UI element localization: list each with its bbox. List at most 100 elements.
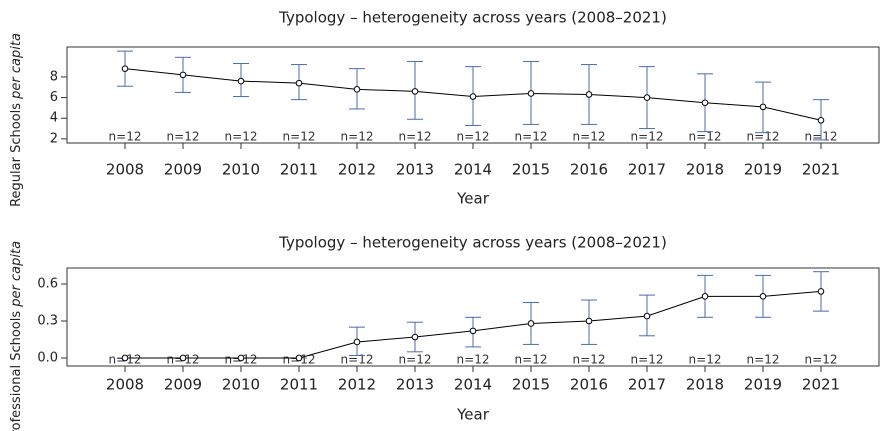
error-bar <box>523 60 539 125</box>
error-bar <box>407 321 423 353</box>
mean-point <box>469 93 477 100</box>
error-bar <box>465 66 481 126</box>
y-tick-label: 8 <box>50 69 58 84</box>
x-tick-label: 2018 <box>686 376 724 394</box>
n-label: n=12 <box>283 130 316 144</box>
error-bar <box>813 99 829 141</box>
x-tick-label: 2012 <box>338 376 376 394</box>
x-tick-label: 2021 <box>802 161 840 179</box>
mean-point <box>469 327 477 335</box>
x-tick-label: 2016 <box>570 161 608 179</box>
error-bar <box>813 271 829 312</box>
mean-point <box>295 79 303 87</box>
mean-point <box>353 338 361 346</box>
mean-point <box>121 65 129 72</box>
x-tick-label: 2021 <box>802 376 840 394</box>
error-bar <box>117 50 133 87</box>
x-axis-label: Year <box>456 190 490 208</box>
n-label: n=12 <box>457 353 490 367</box>
mean-point <box>527 90 535 97</box>
error-bar <box>755 81 771 134</box>
mean-point <box>295 354 303 362</box>
x-tick-label: 2010 <box>222 161 260 179</box>
y-label-main: Regular Schools <box>9 99 24 207</box>
x-tick-label: 2012 <box>338 161 376 179</box>
n-label: n=12 <box>515 353 548 367</box>
n-label: n=12 <box>399 130 432 144</box>
x-tick-label: 2015 <box>512 161 550 179</box>
error-bar <box>639 66 655 130</box>
n-label: n=12 <box>573 353 606 367</box>
mean-point <box>527 320 535 327</box>
mean-point <box>701 99 709 107</box>
error-bar <box>581 299 597 345</box>
x-tick-label: 2016 <box>570 376 608 394</box>
error-bar <box>465 316 481 348</box>
y-tick-label: 4 <box>50 111 58 126</box>
n-label: n=12 <box>689 353 722 367</box>
n-label: n=12 <box>631 353 664 367</box>
x-tick-label: 2008 <box>106 376 144 394</box>
n-label: n=12 <box>631 130 664 144</box>
mean-point <box>411 333 419 341</box>
mean-point <box>759 103 767 111</box>
x-tick-label: 2008 <box>106 161 144 179</box>
mean-point <box>179 71 187 79</box>
error-bar <box>639 294 655 337</box>
x-axis-label: Year <box>456 406 490 424</box>
y-label-main: Professional Schools <box>9 307 24 431</box>
x-tick-label: 2017 <box>628 161 666 179</box>
x-tick-label: 2009 <box>164 161 202 179</box>
x-tick-label: 2011 <box>280 161 318 179</box>
x-tick-label: 2017 <box>628 376 666 394</box>
x-tick-label: 2015 <box>512 376 550 394</box>
mean-point <box>817 116 825 124</box>
error-bar <box>175 56 191 93</box>
n-label: n=12 <box>225 130 258 144</box>
error-bar <box>581 64 597 125</box>
mean-point <box>817 288 825 295</box>
y-tick-label: 6 <box>50 90 58 105</box>
error-bar <box>523 302 539 345</box>
n-label: n=12 <box>341 353 374 367</box>
y-label-italic: per capita <box>9 241 24 308</box>
error-bar <box>697 274 713 318</box>
x-tick-label: 2013 <box>396 376 434 394</box>
mean-point <box>411 88 419 95</box>
y-axis-label: Professional Schools per capita <box>9 241 24 431</box>
x-tick-label: 2011 <box>280 376 318 394</box>
mean-point <box>179 354 187 362</box>
y-axis-label: Regular Schools per capita <box>9 33 24 207</box>
n-label: n=12 <box>457 130 490 144</box>
n-label: n=12 <box>167 130 200 144</box>
x-tick-label: 2019 <box>744 376 782 394</box>
n-label: n=12 <box>747 130 780 144</box>
mean-point <box>237 354 245 362</box>
chart-title: Typology – heterogeneity across years (2… <box>278 9 667 27</box>
mean-point <box>701 293 709 300</box>
n-label: n=12 <box>805 353 838 367</box>
x-tick-label: 2010 <box>222 376 260 394</box>
mean-point <box>237 77 245 85</box>
y-tick-label: 0.0 <box>37 350 58 365</box>
n-label: n=12 <box>689 130 722 144</box>
chart-title: Typology – heterogeneity across years (2… <box>278 234 667 252</box>
mean-point <box>353 86 361 93</box>
n-label: n=12 <box>399 353 432 367</box>
x-tick-label: 2019 <box>744 161 782 179</box>
y-tick-label: 2 <box>50 131 58 146</box>
x-tick-label: 2013 <box>396 161 434 179</box>
n-label: n=12 <box>109 130 142 144</box>
error-bar <box>349 326 365 357</box>
error-bar <box>407 60 423 120</box>
mean-point <box>759 293 767 300</box>
mean-point <box>585 91 593 98</box>
error-bar <box>697 73 713 133</box>
error-bar <box>233 63 249 98</box>
mean-point <box>643 312 651 320</box>
y-tick-label: 0.3 <box>37 314 58 329</box>
y-tick-label: 0.6 <box>37 277 58 292</box>
n-label: n=12 <box>341 130 374 144</box>
x-tick-label: 2018 <box>686 161 724 179</box>
x-tick-label: 2014 <box>454 161 492 179</box>
